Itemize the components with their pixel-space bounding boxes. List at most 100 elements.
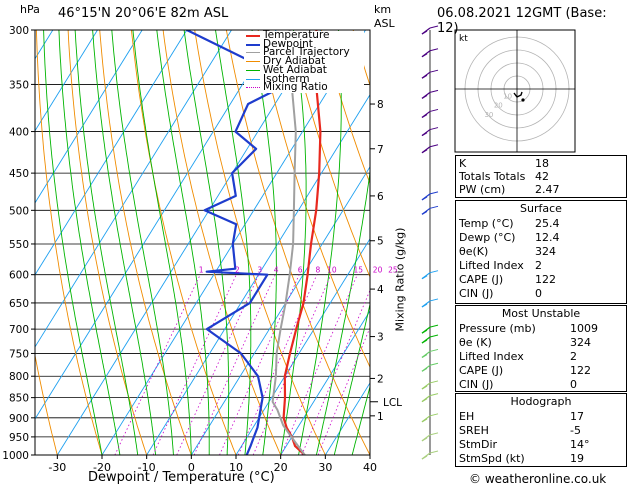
wind-barb	[421, 149, 428, 154]
mu-row: CAPE (J) 122	[459, 364, 591, 377]
km-tick-label: 5	[377, 236, 384, 248]
km-tick-label: 7	[377, 144, 384, 156]
isotherm-line	[35, 30, 98, 132]
dry-adiabat-line	[320, 30, 370, 185]
temperature-tick-label: 30	[318, 461, 332, 474]
storm-motion-marker	[521, 98, 525, 102]
pressure-tick-label: 1000	[2, 450, 29, 462]
legend-swatch	[246, 35, 260, 37]
pressure-tick-label: 600	[9, 270, 29, 282]
temperature-tick-label: 10	[229, 461, 243, 474]
hodograph-ring-label: 10	[503, 92, 512, 100]
wind-barb	[429, 127, 439, 131]
legend-label: Parcel Trajectory	[263, 46, 350, 59]
pressure-tick-label: 450	[9, 168, 29, 180]
wind-barb	[421, 385, 428, 390]
mixing-ratio-line	[301, 289, 370, 455]
legend-swatch	[246, 87, 260, 89]
mixing-ratio-line	[219, 274, 300, 455]
wind-barb	[421, 132, 428, 137]
legend-swatch	[246, 69, 260, 71]
wind-barb	[429, 191, 439, 195]
index-row-k: K 18	[459, 157, 549, 170]
mixing-ratio-label: 8	[315, 266, 320, 275]
legend-swatch	[246, 52, 260, 54]
wind-barb	[421, 455, 428, 460]
wind-barb	[429, 69, 439, 73]
most-unstable-table: Most Unstable Pressure (mb) 1009 θe (K) 32…	[455, 307, 627, 392]
wind-barb	[429, 108, 439, 112]
temperature-tick-label: -30	[48, 461, 66, 474]
dewpoint-profile	[186, 30, 289, 455]
legend-label: Mixing Ratio	[263, 81, 328, 94]
pressure-tick-label: 750	[9, 348, 29, 360]
wind-barb	[429, 324, 439, 328]
legend-label: Isotherm	[263, 72, 310, 85]
legend-label: Wet Adiabat	[263, 63, 327, 76]
wind-barb	[421, 113, 428, 118]
asl-label: ASL	[374, 17, 395, 30]
wet-adiabat-line	[74, 30, 139, 455]
hodo-row: SREH -5	[459, 424, 581, 437]
index-row-totals: Totals Totals 42	[459, 170, 549, 183]
wind-barb	[429, 48, 439, 52]
wind-barb	[429, 432, 439, 436]
x-axis-label: Dewpoint / Temperature (°C)	[88, 470, 275, 485]
km-tick-label: 6	[377, 191, 384, 203]
wind-barb	[421, 74, 428, 79]
mixing-ratio-label: 6	[298, 266, 303, 275]
pressure-tick-label: 950	[9, 432, 29, 444]
wind-barb	[421, 303, 428, 308]
mixing-ratio-line	[280, 274, 358, 455]
wet-adiabat-line	[298, 30, 342, 455]
isotherm-line	[35, 30, 277, 420]
pressure-tick-label: 850	[9, 393, 29, 405]
km-label: km	[374, 3, 392, 16]
hodograph-frame	[454, 29, 576, 153]
mixing-ratio-label: 15	[354, 266, 364, 275]
pressure-tick-label: 700	[9, 324, 29, 336]
wind-barb	[429, 348, 439, 352]
temperature-tick-label: 20	[274, 461, 288, 474]
mixing-ratio-label: 25	[388, 266, 398, 275]
pressure-tick-label: 300	[9, 25, 29, 37]
wet-adiabat-line	[156, 30, 210, 455]
legend-label: Temperature	[263, 29, 330, 41]
dry-adiabat-line	[162, 30, 282, 455]
wind-barb	[429, 298, 439, 302]
dry-adiabat-line	[194, 30, 326, 455]
wind-barb	[421, 418, 428, 423]
isotherm-line	[146, 93, 370, 455]
surface-row: CAPE (J) 122	[459, 273, 556, 286]
pressure-tick-label: 350	[9, 79, 29, 91]
dry-adiabat-line	[35, 30, 103, 455]
legend-label: Dry Adiabat	[263, 55, 326, 68]
surface-row: θe(K) 324	[459, 245, 556, 258]
pressure-tick-label: 900	[9, 413, 29, 425]
location-title: 46°15'N 20°06'E 82m ASL	[58, 6, 229, 21]
dry-adiabat-line	[99, 30, 192, 455]
index-row-pw: PW (cm) 2.47	[459, 183, 560, 196]
wind-barb	[421, 398, 428, 403]
wet-adiabat-line	[58, 30, 121, 455]
hodo-row: StmSpd (kt) 19	[459, 452, 584, 465]
wind-barb	[429, 25, 439, 29]
temperature-tick-label: -10	[138, 461, 156, 474]
hodo-row: StmDir 14°	[459, 438, 590, 451]
wind-barb	[421, 210, 428, 215]
wet-adiabat-line	[251, 30, 277, 455]
indices-top-box	[455, 155, 627, 198]
isotherm-line	[324, 382, 370, 455]
wind-barb	[429, 362, 439, 366]
isotherm-line	[235, 238, 370, 455]
surface-row: Dewp (°C) 12.4	[459, 231, 560, 244]
temperature-tick-label: -20	[93, 461, 111, 474]
mixing-ratio-label: 1	[199, 266, 204, 275]
most-unstable-box	[455, 305, 627, 392]
mu-row: θe (K) 324	[459, 336, 591, 349]
legend-swatch	[246, 43, 260, 46]
temperature-tick-label: 40	[363, 461, 377, 474]
wind-barb	[429, 450, 439, 454]
mixing-ratio-label: 2	[235, 266, 240, 275]
